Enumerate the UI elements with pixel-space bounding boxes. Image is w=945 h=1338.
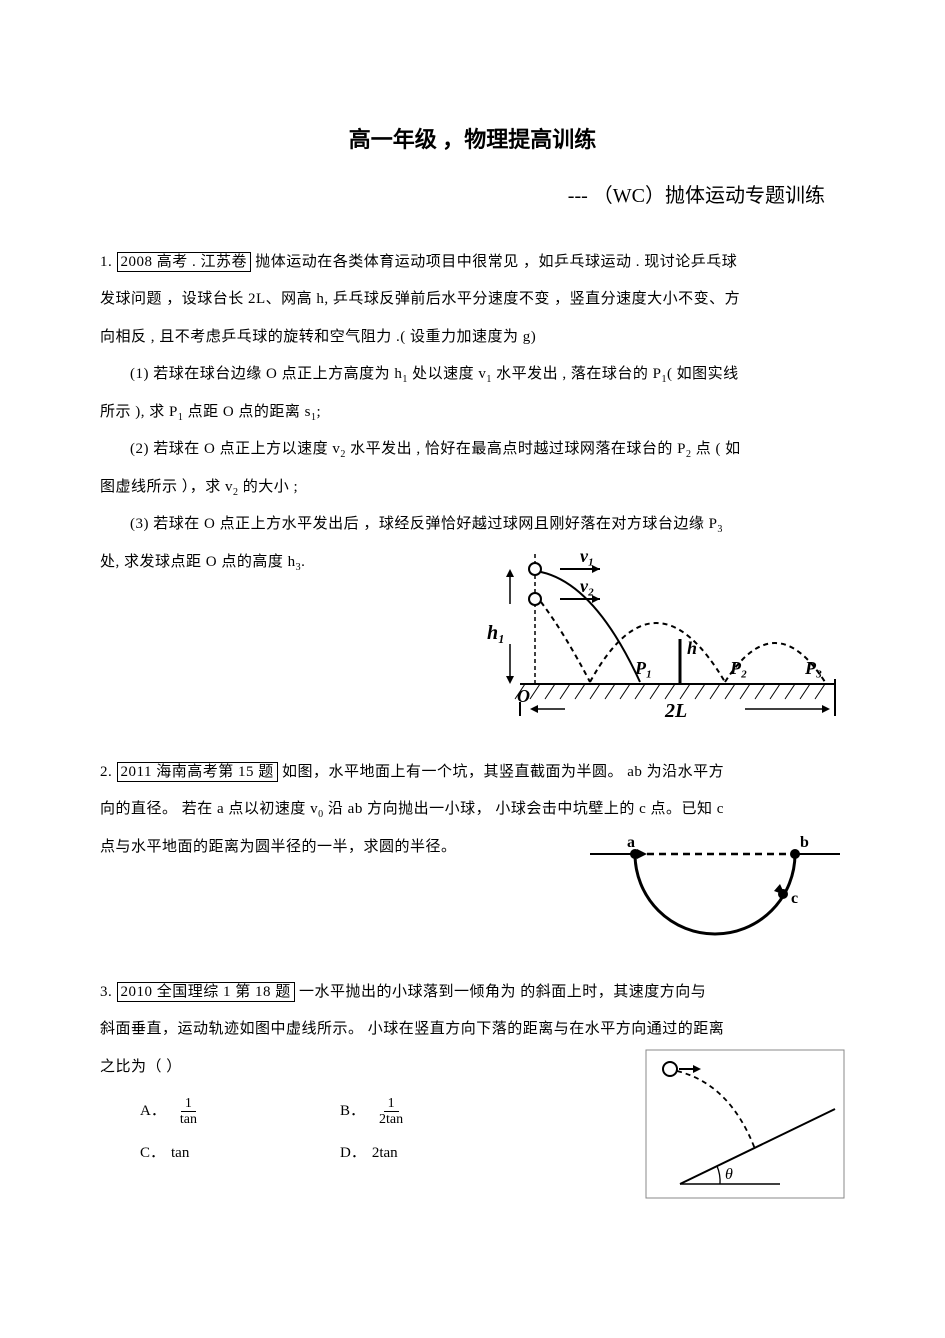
- option-a: A． 1 tan: [140, 1096, 340, 1128]
- svg-text:h: h: [687, 638, 697, 658]
- q3-line2: 之比为（ ）: [100, 1049, 605, 1087]
- q2-source-box: 2011 海南高考第 15 题: [117, 762, 278, 782]
- page-subtitle: --- （WC）抛体运动专题训练: [100, 178, 845, 214]
- q1-source-box: 2008 高考 . 江苏卷: [117, 252, 252, 272]
- q1-part3: (3) 若球在 O 点正上方水平发出后 ，球经反弹恰好越过球网且刚好落在对方球台…: [100, 506, 845, 544]
- q1-part2b: 图虚线所示 ），求 v2 的大小 ;: [100, 469, 845, 507]
- svg-text:θ: θ: [725, 1166, 733, 1183]
- q3-intro-text: 一水平抛出的小球落到一倾角为 的斜面上时，其速度方向与: [295, 984, 707, 1000]
- q1-part3b: 处, 求发球点距 O 点的高度 h3.: [100, 544, 435, 582]
- figure-2: a b c: [585, 829, 845, 949]
- q1-part1: (1) 若球在球台边缘 O 点正上方高度为 h1 处以速度 v1 水平发出 , …: [100, 356, 845, 394]
- svg-text:P₃: P₃: [804, 658, 822, 678]
- q1-part1b: 所示 ), 求 P1 点距 O 点的距离 s1;: [100, 394, 845, 432]
- svg-text:v₁: v₁: [580, 546, 594, 566]
- page-title: 高一年级 ，物理提高训练: [100, 120, 845, 160]
- figure-3: θ: [645, 1049, 845, 1199]
- q2-intro: 2. 2011 海南高考第 15 题 如图，水平地面上有一个坑，其竖直截面为半圆…: [100, 754, 845, 792]
- q3-line1: 斜面垂直，运动轨迹如图中虚线所示。 小球在竖直方向下落的距离与在水平方向通过的距…: [100, 1011, 845, 1049]
- option-d: D． 2tan: [340, 1140, 540, 1167]
- figure-1: v₁ v₂ h₁ h P₁ P₂ P₃ O 2L: [465, 544, 845, 724]
- q2-intro-text: 如图，水平地面上有一个坑，其竖直截面为半圆。 ab 为沿水平方: [278, 764, 724, 780]
- q1-intro-text: 抛体运动在各类体育运动项目中很常见 ，如乒乓球运动 . 现讨论乒乓球: [251, 254, 737, 270]
- q2-line2: 点与水平地面的距离为圆半径的一半，求圆的半径。: [100, 829, 565, 867]
- q1-intro: 1. 2008 高考 . 江苏卷 抛体运动在各类体育运动项目中很常见 ，如乒乓球…: [100, 244, 845, 282]
- q1-part2: (2) 若球在 O 点正上方以速度 v2 水平发出 , 恰好在最高点时越过球网落…: [100, 431, 845, 469]
- q3-source-box: 2010 全国理综 1 第 18 题: [117, 982, 295, 1002]
- svg-text:P₁: P₁: [634, 658, 652, 678]
- q2-line1: 向的直径。 若在 a 点以初速度 v0 沿 ab 方向抛出一小球， 小球会击中坑…: [100, 791, 845, 829]
- svg-text:v₂: v₂: [580, 576, 594, 596]
- svg-text:2L: 2L: [664, 700, 687, 722]
- svg-text:b: b: [800, 834, 809, 851]
- q3-number: 3.: [100, 984, 117, 1000]
- svg-text:c: c: [791, 890, 798, 907]
- q1-line2: 向相反 , 且不考虑乒乓球的旋转和空气阻力 .( 设重力加速度为 g): [100, 319, 845, 357]
- option-c: C． tan: [140, 1140, 340, 1167]
- q3-intro: 3. 2010 全国理综 1 第 18 题 一水平抛出的小球落到一倾角为 的斜面…: [100, 974, 845, 1012]
- svg-text:O: O: [517, 686, 530, 706]
- q3-options: A． 1 tan B． 1 2tan C． tan D． 2tan: [140, 1096, 605, 1179]
- option-b: B． 1 2tan: [340, 1096, 540, 1128]
- q2-number: 2.: [100, 764, 117, 780]
- q1-number: 1.: [100, 254, 117, 270]
- svg-text:h₁: h₁: [487, 622, 505, 644]
- q1-line1: 发球问题 ，设球台长 2L、网高 h, 乒乓球反弹前后水平分速度不变 ，竖直分速…: [100, 281, 845, 319]
- svg-text:a: a: [627, 834, 635, 851]
- svg-text:P₂: P₂: [729, 658, 747, 678]
